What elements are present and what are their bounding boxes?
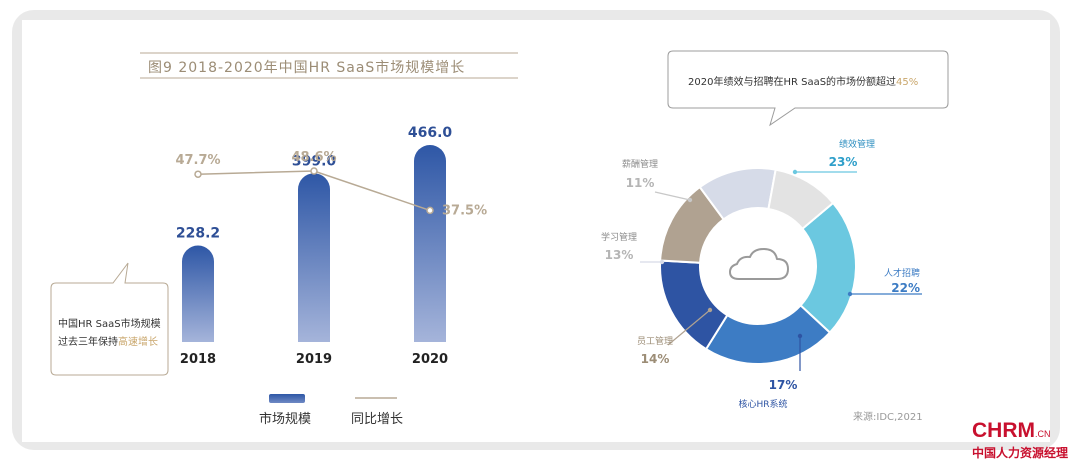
leader-dot-3 [707, 307, 713, 313]
callout-bubble-right [667, 50, 949, 127]
right-callout-highlight: 45% [896, 77, 919, 88]
source-note: 来源:IDC,2021 [853, 412, 923, 423]
slice-value-0: 23% [829, 155, 858, 169]
bar-2020 [414, 145, 446, 342]
right-callout-text: 2020年绩效与招聘在HR SaaS的市场份额超过 [688, 77, 897, 88]
bar-value-label-2018: 228.2 [176, 226, 220, 242]
cloud-icon [729, 248, 789, 280]
slice-label-3: 员工管理 [637, 335, 673, 347]
slice-value-2: 17% [769, 378, 798, 392]
callout-bubble-left [50, 262, 169, 376]
slice-label-1: 人才招聘 [884, 267, 920, 279]
growth-label-2020: 37.5% [442, 203, 487, 218]
callout-highlight: 高速增长 [118, 337, 158, 348]
growth-label-2019: 48.6% [291, 150, 336, 165]
slice-label-2: 核心HR系统 [738, 398, 787, 410]
bar-value-label-2019: 399.0 [292, 153, 337, 169]
donut-chart [659, 167, 857, 365]
x-tick-2018: 2018 [180, 352, 216, 367]
growth-label-2018: 47.7% [175, 153, 220, 168]
slice-value-1: 22% [891, 281, 920, 295]
legend-bar-label: 市场规模 [259, 412, 312, 427]
growth-point-2020 [426, 206, 434, 215]
watermark-logo: CHRM.CN [972, 420, 1051, 441]
slice-value-5: 11% [626, 176, 655, 190]
bar-2018 [182, 245, 214, 342]
legend-bar-swatch [269, 394, 305, 403]
x-tick-2019: 2019 [296, 352, 332, 367]
watermark-brand: CHRM [972, 419, 1035, 442]
callout-line-1: 中国HR SaaS市场规模 [58, 319, 161, 330]
x-tick-2020: 2020 [412, 352, 448, 367]
growth-line-series: 47.7% 48.6% 37.5% [175, 150, 487, 218]
bar-series: 228.2 2018 399.0 2019 466.0 2020 [176, 125, 453, 367]
slice-label-0: 绩效管理 [839, 138, 875, 150]
slice-value-3: 14% [641, 352, 670, 366]
leader-dot-0 [792, 169, 798, 175]
donut-hole [700, 208, 816, 324]
callout-line-2: 过去三年保持高速增长 [58, 333, 158, 348]
bar-value-label-2020: 466.0 [408, 125, 453, 141]
bar-2019 [298, 173, 330, 342]
leader-dot-4 [659, 259, 665, 265]
right-callout: 2020年绩效与招聘在HR SaaS的市场份额超过45% [688, 73, 918, 88]
leader-dot-5 [687, 197, 693, 203]
slice-label-4: 学习管理 [601, 231, 637, 243]
watermark-domain: .CN [1035, 429, 1051, 439]
growth-point-2019 [310, 167, 318, 175]
legend-line-label: 同比增长 [351, 412, 404, 427]
slice-label-5: 薪酬管理 [622, 158, 658, 170]
growth-point-2018 [194, 170, 202, 178]
leader-dot-2 [797, 333, 803, 339]
callout-line-2-prefix: 过去三年保持 [58, 337, 118, 348]
left-chart-title: 图9 2018-2020年中国HR SaaS市场规模增长 [148, 60, 466, 76]
leader-line-5 [654, 191, 691, 201]
leader-dot-1 [847, 291, 853, 297]
leader-line-3 [667, 309, 711, 346]
donut-leader-lines: 绩效管理 23% 人才招聘 22% 核心HR系统 17% 员工管理 14% 学习管理 13% 薪酬管… [601, 138, 922, 410]
slice-value-4: 13% [605, 248, 634, 262]
watermark-tagline: 中国人力资源经理 [972, 446, 1069, 460]
